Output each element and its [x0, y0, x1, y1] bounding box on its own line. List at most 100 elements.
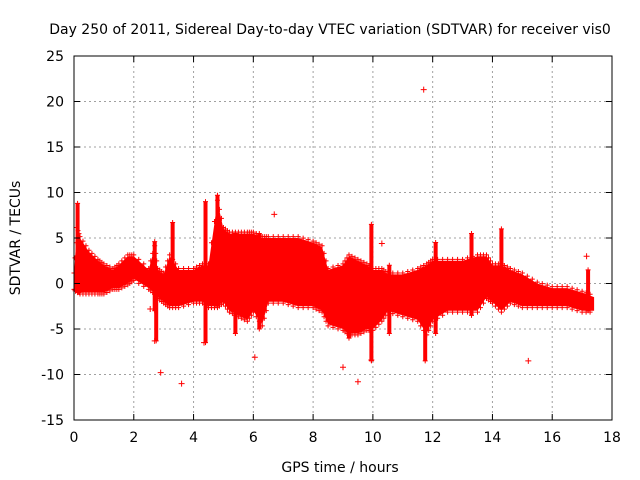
- band-edge-point: [489, 300, 495, 306]
- band-edge-point: [270, 234, 276, 240]
- band-edge-point: [475, 309, 480, 315]
- x-tick-label: 18: [603, 430, 621, 446]
- band-edge-point: [534, 279, 540, 285]
- band-edge-point: [511, 267, 517, 273]
- band-edge-point: [148, 258, 154, 264]
- band-edge-point: [415, 318, 421, 324]
- band-edge-point: [504, 264, 510, 270]
- outlier-point: [368, 356, 375, 363]
- band-edge-point: [465, 255, 471, 261]
- spike-bottom-point: [256, 326, 262, 332]
- band-edge-point: [80, 238, 86, 244]
- spike-bottom-point: [346, 335, 352, 341]
- band-edge-point: [197, 262, 203, 268]
- band-edge-point: [319, 309, 325, 315]
- band-edge-point: [335, 326, 341, 332]
- band-edge-point: [275, 300, 281, 306]
- outlier-point: [178, 380, 185, 387]
- band-edge-point: [316, 308, 322, 314]
- band-edge-point: [122, 255, 128, 261]
- band-edge-point: [564, 284, 570, 290]
- y-tick-label: -10: [41, 368, 64, 384]
- outlier-point: [251, 354, 258, 361]
- band-edge-point: [330, 264, 336, 270]
- band-edge-point: [395, 312, 401, 318]
- band-edge-point: [290, 303, 296, 309]
- band-edge-point: [544, 282, 550, 288]
- data-band: [74, 201, 595, 334]
- band-edge-point: [559, 284, 565, 290]
- band-edge-point: [176, 265, 182, 271]
- band-edge-point: [415, 265, 421, 271]
- band-edge-point: [440, 312, 446, 318]
- band-edge-point: [141, 261, 147, 267]
- band-edge-point: [275, 234, 281, 240]
- data-spike: [203, 201, 208, 343]
- band-edge-point: [410, 267, 416, 273]
- band-edge-point: [480, 300, 486, 306]
- band-edge-point: [405, 315, 411, 321]
- y-tick-label: 0: [55, 277, 64, 293]
- band-edge-point: [208, 240, 214, 246]
- band-edge-point: [107, 264, 113, 270]
- band-edge-point: [226, 309, 232, 315]
- band-edge-point: [400, 270, 406, 276]
- data-spike: [152, 241, 157, 311]
- band-edge-point: [300, 235, 306, 241]
- outlier-point: [354, 378, 361, 385]
- data-spike: [387, 265, 392, 334]
- band-edge-point: [241, 317, 247, 323]
- band-edge-point: [344, 255, 350, 261]
- band-edge-point: [285, 234, 291, 240]
- band-edge-point: [511, 302, 517, 308]
- band-edge-point: [495, 306, 501, 312]
- band-edge-point: [559, 305, 565, 311]
- band-edge-point: [569, 285, 575, 291]
- y-tick-label: 10: [46, 186, 64, 202]
- band-edge-point: [460, 256, 466, 262]
- spike-top-point: [346, 258, 352, 264]
- band-edge-point: [579, 288, 585, 294]
- spike-top-point: [498, 226, 504, 232]
- band-edge-point: [131, 252, 137, 258]
- band-edge-point: [181, 303, 187, 309]
- band-edge-point: [323, 318, 329, 324]
- y-tick-label: 5: [55, 231, 64, 247]
- data-spike: [215, 195, 220, 307]
- band-edge-point: [539, 281, 545, 287]
- band-edge-point: [246, 315, 252, 321]
- outlier-point: [271, 211, 278, 218]
- band-edge-point: [483, 252, 489, 258]
- data-spike: [433, 242, 438, 334]
- y-tick-label: -5: [50, 322, 64, 338]
- band-edge-point: [539, 305, 545, 311]
- chart-title: Day 250 of 2011, Sidereal Day-to-day VTE…: [49, 22, 611, 38]
- spike-top-point: [585, 267, 591, 273]
- band-edge-point: [104, 289, 110, 295]
- y-tick-label: 15: [46, 140, 64, 156]
- outlier-point: [72, 287, 79, 294]
- band-edge-point: [544, 305, 550, 311]
- band-edge-point: [358, 258, 364, 264]
- band-edge-point: [101, 291, 107, 297]
- band-edge-point: [238, 315, 244, 321]
- band-edge-point: [465, 309, 471, 315]
- outlier-point: [525, 357, 532, 364]
- spike-bottom-point: [232, 331, 238, 337]
- outlier-point: [583, 253, 590, 260]
- band-edge-point: [418, 323, 424, 329]
- spike-top-point: [368, 221, 374, 227]
- band-edge-point: [122, 283, 128, 289]
- band-edge-point: [116, 261, 122, 267]
- band-edge-point: [176, 305, 182, 311]
- band-edge-point: [515, 303, 521, 309]
- tick-layer: 0 2 4 6 8 10 12 14 16 18 -15 -10 -5 0 5 10 15 20 25: [41, 49, 621, 446]
- band-edge-point: [141, 283, 147, 289]
- band-edge-point: [285, 302, 291, 308]
- band-edge-point: [244, 318, 250, 324]
- band-edge-point: [310, 305, 316, 311]
- band-edge-point: [83, 243, 89, 249]
- band-edge-point: [165, 258, 171, 264]
- band-edge-point: [89, 250, 95, 256]
- outlier-point: [157, 369, 164, 376]
